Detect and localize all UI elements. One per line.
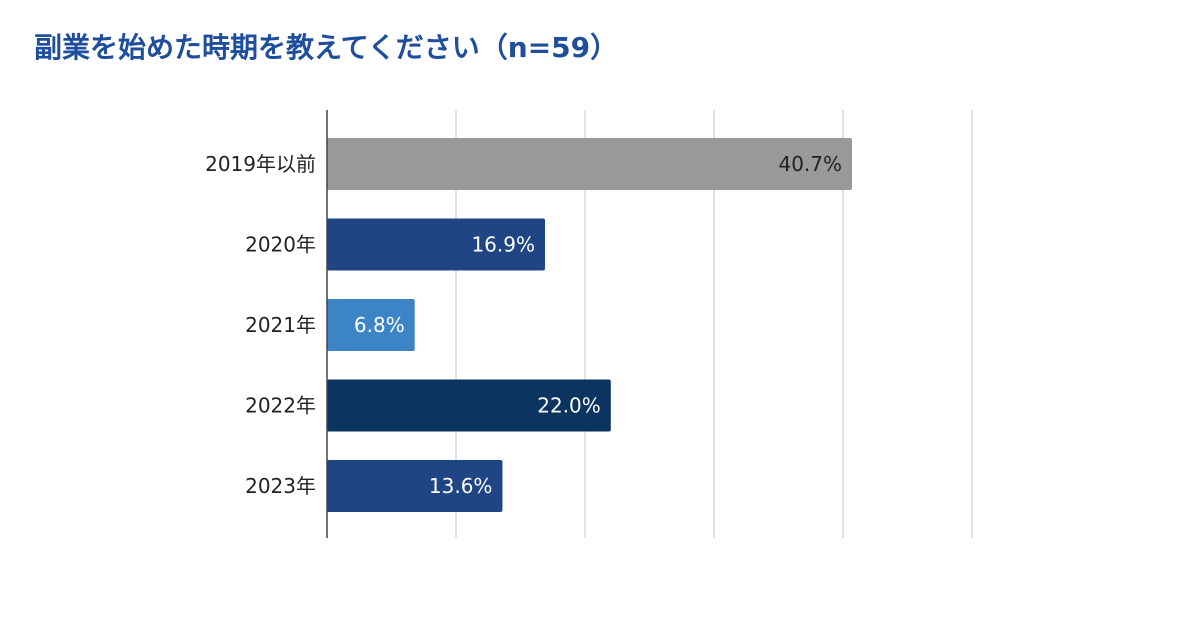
bar — [327, 138, 853, 190]
value-label: 6.8% — [354, 313, 405, 337]
value-label: 22.0% — [537, 394, 601, 418]
bar — [327, 460, 503, 512]
value-label: 40.7% — [778, 152, 842, 176]
category-label: 2021年 — [245, 313, 316, 337]
bar — [327, 299, 415, 351]
bar — [327, 218, 546, 271]
value-label: 13.6% — [429, 474, 493, 498]
category-label: 2022年 — [245, 394, 316, 418]
bar — [327, 379, 611, 432]
category-label: 2023年 — [245, 474, 316, 498]
chart-title: 副業を始めた時期を教えてください（n=59） — [34, 31, 619, 64]
value-label: 16.9% — [471, 233, 535, 257]
category-label: 2020年 — [245, 233, 316, 257]
category-label: 2019年以前 — [205, 152, 316, 176]
